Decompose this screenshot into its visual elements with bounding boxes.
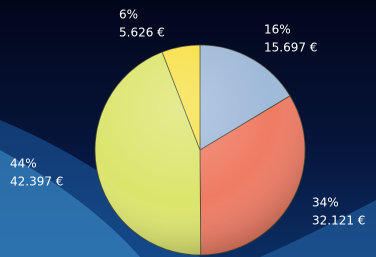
pie (95, 45, 305, 255)
value-label: 32.121 € (312, 214, 365, 228)
percent-label: 34% (312, 196, 339, 210)
chart: 16% 15.697 € 34% 32.121 € 44% 42.397 € 6% 5.626… (0, 0, 376, 257)
percent-label: 16% (264, 23, 291, 37)
percent-label: 6% (119, 8, 138, 22)
value-label: 5.626 € (119, 26, 165, 40)
value-label: 15.697 € (264, 41, 317, 55)
percent-label: 44% (10, 157, 37, 171)
value-label: 42.397 € (10, 175, 63, 189)
